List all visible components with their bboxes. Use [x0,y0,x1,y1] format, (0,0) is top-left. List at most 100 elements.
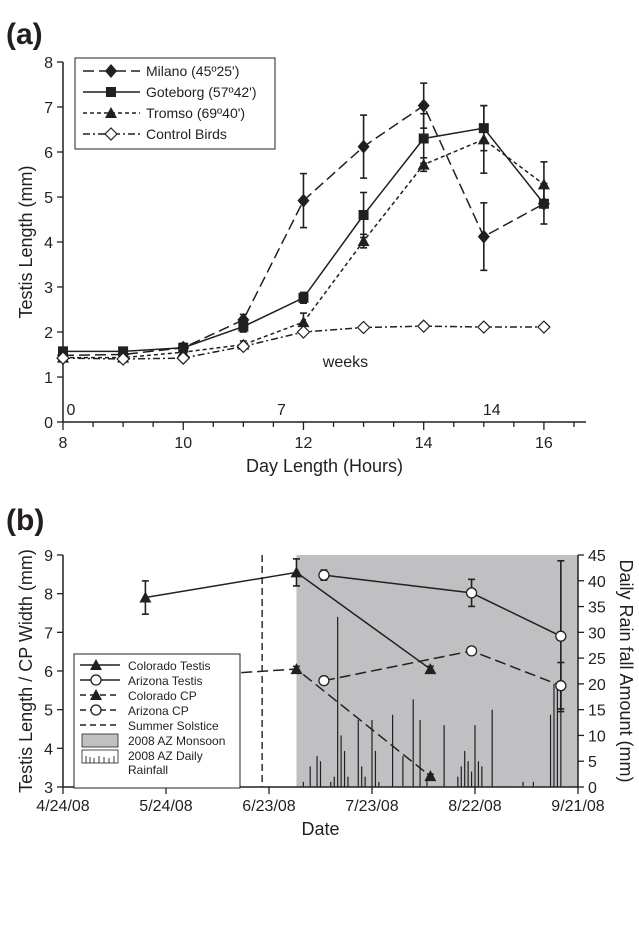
panel-b-y-tick-label-right: 40 [588,574,606,591]
panel-a-point-0 [357,139,370,154]
panel-b-y-label: Testis Length / CP Width (mm) [16,549,36,793]
panel-a-x-tick-label: 10 [174,435,192,452]
panel-a-y-tick-label: 7 [44,100,53,117]
panel-a-x-tick-label: 8 [59,435,68,452]
panel-a-label: (a) [6,18,43,51]
panel-b-monsoon-band [296,555,578,787]
panel-b-point-3 [318,675,330,687]
panel-a-point-1 [538,198,549,209]
panel-b-point-3 [465,645,478,657]
panel-a-point-2 [357,235,370,247]
panel-b-x-tick-label: 6/23/08 [242,798,295,815]
panel-b-x-label: Date [301,819,339,839]
panel-b-y-tick-label-right: 30 [588,625,606,642]
panel-a-x-label: Day Length (Hours) [246,456,403,476]
panel-b-legend-entry-1: Arizona Testis [128,674,202,688]
panel-a-point-1 [238,321,249,332]
panel-a-y-tick-label: 3 [44,280,53,297]
panel-b-y-tick-label: 4 [44,741,53,758]
panel-a-point-2 [537,178,550,190]
panel-b-point-1 [555,630,567,642]
panel-b-y-tick-label-right: 10 [588,728,606,745]
panel-b-point-2 [290,663,303,675]
panel-b-x-tick-label: 4/24/08 [36,798,89,815]
panel-b-legend-entry-3: Arizona CP [128,704,189,718]
panel-b-label: (b) [6,504,44,537]
panel-a-x-tick-label: 16 [535,435,553,452]
panel-b-legend-entry-0: Colorado Testis [128,659,211,673]
panel-a-point-1 [478,123,489,134]
panel-a-y-tick-label: 2 [44,325,53,342]
panel-a-legend-entry-0: Milano (45º25') [146,63,239,79]
panel-b-point-0 [139,591,152,603]
panel-a-point-1 [358,210,369,220]
panel-a-point-0 [417,98,430,113]
panel-b-y-tick-label: 8 [44,587,53,604]
panel-a-point-1 [418,133,429,144]
panel-b-y-tick-label: 3 [44,780,53,797]
panel-b-legend-entry-2: Colorado CP [128,689,197,703]
panel-a-point-3 [416,319,431,333]
panel-a-legend-marker-0 [105,64,117,78]
panel-a-legend-marker-2 [105,107,117,118]
panel-a-y-tick-label: 4 [44,235,53,252]
panel-a-point-3 [116,352,130,366]
panel-b-x-tick-label: 9/21/08 [551,798,604,815]
panel-b-point-1 [465,587,478,599]
panel-a-point-0 [477,229,490,244]
panel-b-legend-marker-3 [90,704,102,716]
panel-a-legend-marker-1 [106,87,116,97]
panel-a-weeks-title: weeks [322,354,368,371]
panel-b-legend-entry-4: Summer Solstice [128,719,219,733]
panel-a-point-3 [176,351,191,365]
panel-b-y-tick-label-right: 35 [588,600,606,617]
panel-a-x-tick-label: 14 [415,435,433,452]
panel-a-point-2 [477,133,490,145]
panel-a-point-0 [297,193,310,208]
panel-a-y-tick-label: 1 [44,370,53,387]
panel-b-y-tick-label-right: 15 [588,703,606,720]
panel-b-x-tick-label: 5/24/08 [139,798,192,815]
panel-b-x-tick-label: 8/22/08 [448,798,501,815]
panel-a-week-label: 14 [483,402,501,419]
panel-b-legend-swatch-5 [81,733,119,748]
panel-a-y-tick-label: 8 [44,55,53,72]
panel-b-legend-marker-0 [90,659,102,670]
panel-a-legend-entry-3: Control Birds [146,126,227,142]
panel-b-y-tick-label-right: 25 [588,651,606,668]
panel-b-y-tick-label: 9 [44,548,53,565]
panel-b-y-tick-label-right: 5 [588,754,597,771]
panel-b-x-tick-label: 7/23/08 [345,798,398,815]
panel-a-point-3 [476,320,491,334]
panel-b-legend-marker-2 [90,689,102,700]
panel-b-y-tick-label: 6 [44,664,53,681]
panel-b-y-tick-label-right: 45 [588,548,606,565]
panel-b-y-tick-label: 5 [44,703,53,720]
panel-a-x-tick-label: 12 [295,435,313,452]
panel-b-legend-entry-6: 2008 AZ Daily [128,749,203,763]
panel-a-point-1 [118,346,129,357]
panel-a-y-tick-label: 0 [44,415,53,432]
panel-b-legend-marker-1 [90,674,102,686]
panel-a-week-label: 7 [277,402,286,419]
panel-a-y-tick-label: 5 [44,190,53,207]
panel-b-legend-entry-5: 2008 AZ Monsoon [128,734,225,748]
panel-b-legend-box [73,653,241,789]
panel-a-point-2 [417,158,430,170]
panel-a-point-3 [356,320,371,335]
panel-a-legend-entry-2: Tromso (69º40') [146,105,245,121]
panel-a-y-tick-label: 6 [44,145,53,162]
panel-b-y-tick-label-right: 20 [588,677,606,694]
panel-a-point-3 [236,339,251,354]
panel-a-point-1 [298,292,309,303]
panel-b-y-tick-label-right: 0 [588,780,597,797]
panel-b-point-0 [424,663,437,675]
panel-a-legend-marker-3 [104,127,118,141]
panel-b-point-2 [424,770,437,782]
panel-a-legend-entry-1: Goteborg (57º42') [146,84,257,100]
panel-b-y-label-right: Daily Rain fall Amount (mm) [616,559,636,782]
panel-a-point-3 [296,325,311,339]
panel-a-week-label: 0 [67,402,76,419]
panel-a-y-label: Testis Length (mm) [16,165,36,318]
